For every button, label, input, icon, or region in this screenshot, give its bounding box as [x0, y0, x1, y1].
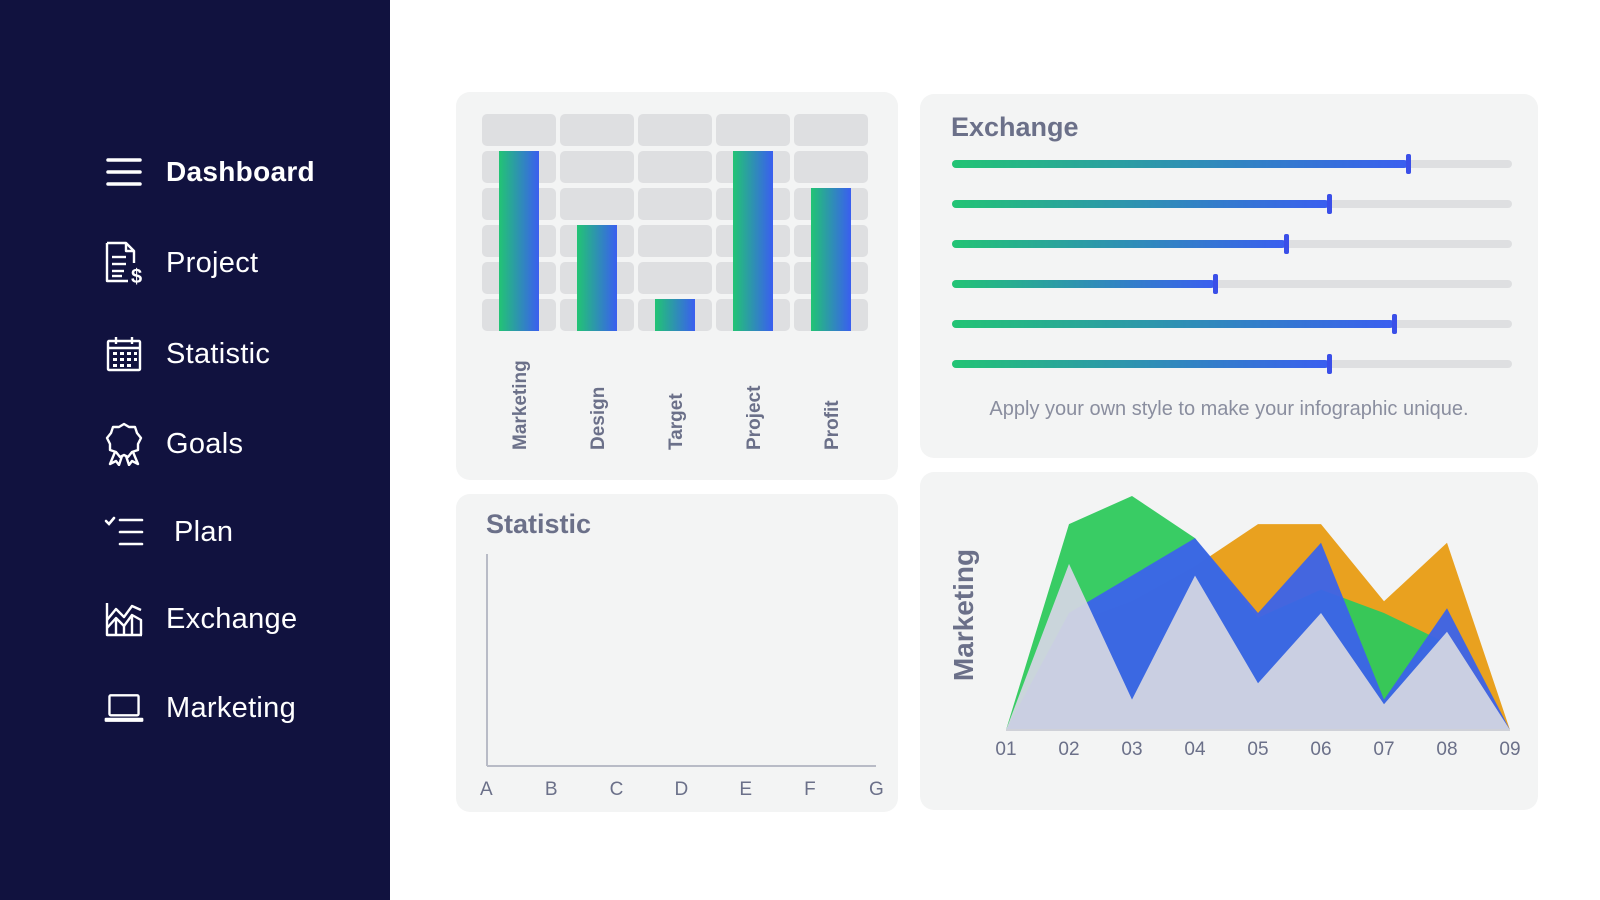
- calendar-icon: [104, 334, 144, 374]
- sidebar-item-label: Dashboard: [166, 156, 315, 187]
- slider-fill: [952, 360, 1329, 368]
- grid-chart-panel: Marketing Design Target Project Profit: [456, 92, 898, 480]
- grid-bar-profit: [811, 188, 851, 331]
- slider-fill: [952, 200, 1329, 208]
- exchange-slider[interactable]: [952, 234, 1512, 254]
- sidebar-item-label: Exchange: [166, 602, 298, 635]
- sidebar-item-label: Project: [166, 246, 259, 279]
- x-tick-label: 03: [1121, 739, 1142, 760]
- grid-bar-project: [733, 151, 773, 331]
- checklist-icon: [104, 512, 144, 552]
- sidebar-item-statistic[interactable]: Statistic: [104, 334, 270, 374]
- grid-bar-marketing: [499, 151, 539, 331]
- grid-cell: [638, 114, 712, 146]
- x-tick-label: 01: [995, 739, 1016, 760]
- grid-cell: [482, 114, 556, 146]
- exchange-panel: Exchange Apply your own style to make yo…: [920, 94, 1538, 458]
- grid-cell: [638, 151, 712, 183]
- slider-fill: [952, 280, 1216, 288]
- marketing-chart-panel: 01 02 03 04 05 06 07 08 09 Marketing: [920, 472, 1538, 810]
- statistic-title: Statistic: [486, 509, 592, 539]
- sidebar-item-label: Goals: [166, 427, 244, 460]
- marketing-area-chart: 01 02 03 04 05 06 07 08 09 Marketing: [948, 496, 1521, 760]
- grid-cell: [560, 151, 634, 183]
- x-tick-label: 07: [1373, 739, 1394, 760]
- slider-thumb[interactable]: [1326, 354, 1332, 374]
- grid-bar-design: [577, 225, 617, 331]
- sidebar-item-project[interactable]: $ Project: [104, 241, 259, 285]
- sidebar-item-label: Marketing: [166, 691, 297, 724]
- x-tick-label: 09: [1499, 739, 1520, 760]
- sidebar-item-dashboard[interactable]: Dashboard: [104, 152, 315, 192]
- laptop-icon: [104, 688, 144, 728]
- menu-icon: [104, 152, 144, 192]
- x-tick-label: 06: [1310, 739, 1331, 760]
- y-axis-label: Marketing: [948, 549, 979, 681]
- exchange-slider[interactable]: [952, 354, 1512, 374]
- grid-cell: [794, 151, 868, 183]
- slider-thumb[interactable]: [1392, 314, 1398, 334]
- grid-column-label: Target: [666, 393, 687, 450]
- sidebar-item-exchange[interactable]: Exchange: [104, 599, 297, 639]
- sidebar-item-label: Statistic: [166, 337, 271, 370]
- x-tick-label: B: [544, 779, 558, 800]
- x-tick-label: G: [869, 779, 884, 800]
- x-tick-label: 05: [1247, 739, 1268, 760]
- grid-cell: [638, 188, 712, 220]
- slider-fill: [952, 240, 1286, 248]
- sidebar-item-goals[interactable]: Goals: [104, 422, 244, 466]
- sidebar-item-marketing[interactable]: Marketing: [104, 688, 296, 728]
- sidebar-item-label: Plan: [174, 515, 234, 548]
- x-tick-label: E: [739, 779, 753, 800]
- sidebar: Dashboard $ Project Statistic Goals Plan…: [0, 0, 390, 900]
- grid-cell: [638, 262, 712, 294]
- award-badge-icon: [104, 422, 144, 466]
- slider-thumb[interactable]: [1283, 234, 1289, 254]
- grid-cell: [638, 225, 712, 257]
- area-series-2: [1006, 538, 1510, 730]
- x-tick-label: 02: [1058, 739, 1079, 760]
- exchange-slider[interactable]: [952, 314, 1512, 334]
- slider-thumb[interactable]: [1213, 274, 1219, 294]
- x-tick-label: 08: [1436, 739, 1457, 760]
- area-chart-icon: [104, 599, 144, 639]
- x-tick-label: D: [674, 779, 689, 800]
- exchange-caption: Apply your own style to make your infogr…: [989, 398, 1469, 420]
- grid-column-label: Profit: [822, 400, 843, 450]
- exchange-title: Exchange: [951, 112, 1079, 142]
- invoice-dollar-icon: $: [104, 241, 144, 285]
- grid-cell: [560, 114, 634, 146]
- statistic-panel: Statistic A B C D E F G: [456, 494, 898, 812]
- exchange-slider[interactable]: [952, 274, 1512, 294]
- slider-thumb[interactable]: [1406, 154, 1412, 174]
- grid-column-label: Project: [744, 385, 765, 450]
- slider-thumb[interactable]: [1326, 194, 1332, 214]
- area-series-3: [1006, 563, 1510, 730]
- x-tick-label: F: [804, 779, 816, 800]
- sidebar-item-plan[interactable]: Plan: [104, 512, 233, 552]
- x-tick-label: C: [609, 779, 624, 800]
- grid-bar-target: [655, 299, 695, 331]
- grid-column-label: Design: [588, 386, 609, 450]
- x-tick-label: 04: [1184, 739, 1206, 760]
- exchange-slider[interactable]: [952, 154, 1512, 174]
- slider-fill: [952, 160, 1409, 168]
- statistic-axes: [486, 554, 876, 767]
- x-tick-label: A: [480, 779, 493, 800]
- svg-text:$: $: [131, 266, 142, 285]
- exchange-slider[interactable]: [952, 194, 1512, 214]
- grid-column-label: Marketing: [510, 360, 531, 450]
- grid-cell: [716, 114, 790, 146]
- slider-fill: [952, 320, 1395, 328]
- grid-cell: [794, 114, 868, 146]
- grid-cell: [560, 188, 634, 220]
